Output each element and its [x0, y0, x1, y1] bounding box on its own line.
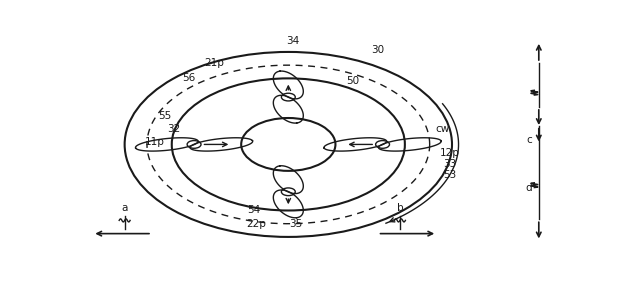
Text: 53: 53: [443, 170, 456, 180]
Text: 21p: 21p: [204, 58, 224, 68]
Text: cw: cw: [435, 124, 449, 134]
Text: c: c: [526, 135, 532, 145]
Text: b: b: [397, 203, 403, 213]
Text: 22p: 22p: [246, 219, 266, 229]
Text: 50: 50: [346, 76, 360, 86]
Text: 35: 35: [289, 219, 302, 229]
Text: a: a: [122, 203, 128, 213]
Text: 56: 56: [182, 74, 196, 83]
Text: 32: 32: [168, 124, 181, 134]
Text: d: d: [525, 184, 532, 193]
Text: 33: 33: [443, 159, 456, 169]
Text: 11p: 11p: [145, 137, 164, 147]
Text: 54: 54: [247, 206, 260, 215]
Text: 55: 55: [157, 111, 171, 121]
Text: 34: 34: [287, 36, 300, 46]
Text: 30: 30: [371, 45, 384, 55]
Text: 12p: 12p: [440, 148, 460, 158]
